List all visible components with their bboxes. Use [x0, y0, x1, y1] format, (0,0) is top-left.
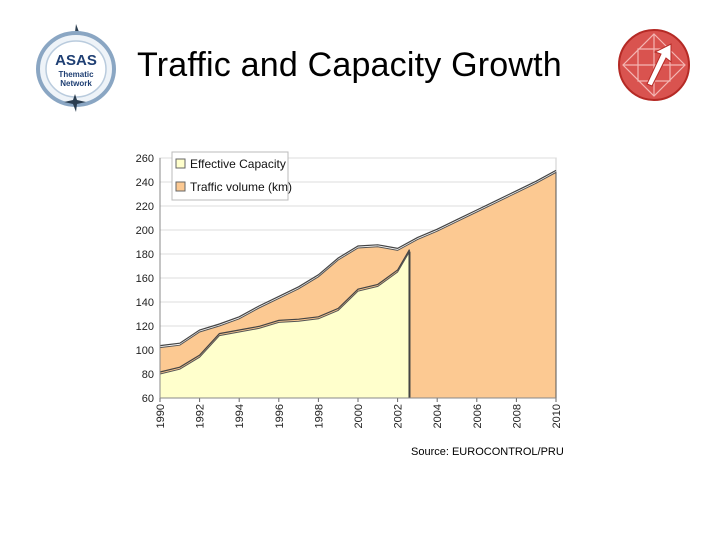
y-tick-label: 260 [136, 153, 154, 165]
eurocontrol-logo [617, 28, 691, 102]
x-tick-label: 2008 [511, 404, 523, 428]
legend-swatch-capacity [175, 158, 186, 169]
y-tick-label: 200 [136, 225, 154, 237]
traffic-capacity-chart: 60 80 100 120 140 160 180 200 220 240 260 1990 1992 1… [136, 151, 563, 428]
x-tick-label: 2006 [472, 404, 484, 428]
capacity-line [159, 249, 410, 373]
airplane-icon-bottom [64, 94, 86, 112]
legend: Effective Capacity Traffic volume (km) [171, 151, 292, 201]
y-tick-label: 100 [136, 345, 154, 357]
legend-box [171, 151, 289, 201]
logo-text-asas: ASAS [55, 52, 97, 69]
x-tick-label: 2010 [551, 404, 563, 428]
x-tick-label: 2000 [353, 404, 365, 428]
legend-label-traffic: Traffic volume (km) [190, 180, 292, 194]
legend-swatch-traffic [175, 181, 186, 192]
x-tick-label: 1994 [234, 404, 246, 428]
capacity-area [159, 249, 410, 399]
traffic-line [159, 169, 557, 347]
legend-label-capacity: Effective Capacity [190, 157, 286, 171]
source-note: Source: EUROCONTROL/PRU [411, 446, 564, 458]
arrow-icon [646, 43, 672, 87]
y-tick-label: 80 [142, 369, 154, 381]
y-tick-label: 160 [136, 273, 154, 285]
y-tick-label: 60 [142, 393, 154, 405]
y-tick-label: 180 [136, 249, 154, 261]
asas-logo: ASAS Thematic Network [30, 22, 122, 114]
y-tick-label: 140 [136, 297, 154, 309]
x-tick-label: 1990 [155, 404, 167, 428]
chart-container: 60 80 100 120 140 160 180 200 220 240 260 1990 1992 1… [118, 140, 568, 470]
x-tick-label: 1998 [313, 404, 325, 428]
y-tick-label: 240 [136, 177, 154, 189]
x-tick-label: 2002 [393, 404, 405, 428]
slide-title: Traffic and Capacity Growth [137, 46, 562, 84]
logo-text-network: Network [60, 79, 92, 88]
x-tick-label: 1996 [274, 404, 286, 428]
y-tick-label: 220 [136, 201, 154, 213]
logo-text-thematic: Thematic [58, 70, 94, 79]
x-tick-label: 1992 [195, 404, 207, 428]
y-tick-label: 120 [136, 321, 154, 333]
x-tick-label: 2004 [432, 404, 444, 428]
